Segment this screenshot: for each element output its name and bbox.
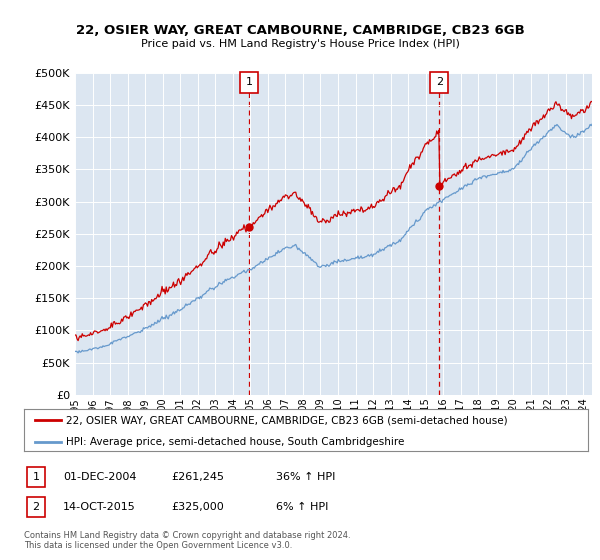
Text: £261,245: £261,245	[171, 472, 224, 482]
Text: 22, OSIER WAY, GREAT CAMBOURNE, CAMBRIDGE, CB23 6GB: 22, OSIER WAY, GREAT CAMBOURNE, CAMBRIDG…	[76, 24, 524, 37]
Text: 01-DEC-2004: 01-DEC-2004	[63, 472, 137, 482]
Text: HPI: Average price, semi-detached house, South Cambridgeshire: HPI: Average price, semi-detached house,…	[66, 437, 404, 446]
Text: 14-OCT-2015: 14-OCT-2015	[63, 502, 136, 512]
Text: 1: 1	[245, 77, 253, 87]
Text: 36% ↑ HPI: 36% ↑ HPI	[276, 472, 335, 482]
Text: 2: 2	[436, 77, 443, 87]
Text: 6% ↑ HPI: 6% ↑ HPI	[276, 502, 328, 512]
Text: 1: 1	[32, 472, 40, 482]
Text: Price paid vs. HM Land Registry's House Price Index (HPI): Price paid vs. HM Land Registry's House …	[140, 39, 460, 49]
Text: Contains HM Land Registry data © Crown copyright and database right 2024.
This d: Contains HM Land Registry data © Crown c…	[24, 531, 350, 550]
Text: 22, OSIER WAY, GREAT CAMBOURNE, CAMBRIDGE, CB23 6GB (semi-detached house): 22, OSIER WAY, GREAT CAMBOURNE, CAMBRIDG…	[66, 415, 508, 425]
Text: 2: 2	[32, 502, 40, 512]
Text: £325,000: £325,000	[171, 502, 224, 512]
